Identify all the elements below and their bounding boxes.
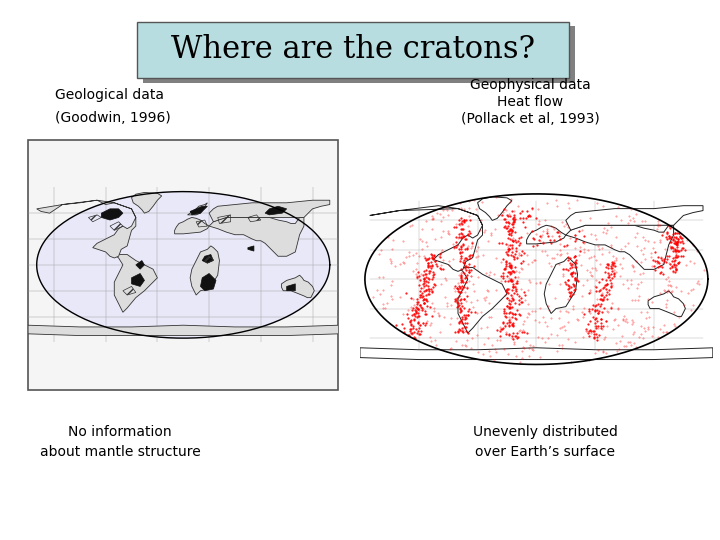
Text: Geophysical data: Geophysical data: [469, 78, 590, 92]
Text: (Goodwin, 1996): (Goodwin, 1996): [55, 111, 171, 125]
Polygon shape: [132, 273, 145, 286]
Text: over Earth’s surface: over Earth’s surface: [475, 445, 615, 459]
Polygon shape: [566, 225, 674, 269]
Bar: [143, 26, 575, 83]
Polygon shape: [132, 192, 162, 213]
Polygon shape: [265, 206, 287, 215]
Polygon shape: [248, 246, 254, 251]
Polygon shape: [648, 291, 685, 316]
Polygon shape: [370, 206, 482, 271]
Text: about mantle structure: about mantle structure: [40, 445, 200, 459]
Bar: [28, 140, 338, 390]
Polygon shape: [544, 258, 577, 314]
Polygon shape: [282, 275, 314, 298]
Polygon shape: [477, 197, 512, 220]
Text: Heat flow: Heat flow: [497, 95, 563, 109]
Text: Unevenly distributed: Unevenly distributed: [472, 425, 618, 439]
Polygon shape: [190, 206, 207, 215]
Polygon shape: [37, 200, 136, 258]
Polygon shape: [209, 218, 304, 256]
Polygon shape: [209, 200, 330, 222]
Text: No information: No information: [68, 425, 172, 439]
Polygon shape: [28, 325, 338, 335]
Polygon shape: [202, 254, 213, 263]
Polygon shape: [566, 206, 703, 230]
Polygon shape: [526, 225, 566, 244]
Polygon shape: [114, 254, 158, 312]
Polygon shape: [360, 348, 713, 360]
Bar: [137, 22, 569, 78]
Polygon shape: [365, 194, 708, 364]
Text: Where are the cratons?: Where are the cratons?: [171, 35, 535, 65]
Polygon shape: [200, 273, 216, 291]
Text: Geological data: Geological data: [55, 88, 164, 102]
Polygon shape: [136, 261, 145, 269]
Polygon shape: [190, 246, 220, 295]
Text: (Pollack et al, 1993): (Pollack et al, 1993): [461, 112, 599, 126]
Polygon shape: [458, 267, 507, 333]
Polygon shape: [37, 192, 330, 338]
Polygon shape: [187, 203, 207, 215]
Polygon shape: [287, 284, 295, 291]
Polygon shape: [175, 218, 209, 234]
Polygon shape: [102, 209, 123, 220]
